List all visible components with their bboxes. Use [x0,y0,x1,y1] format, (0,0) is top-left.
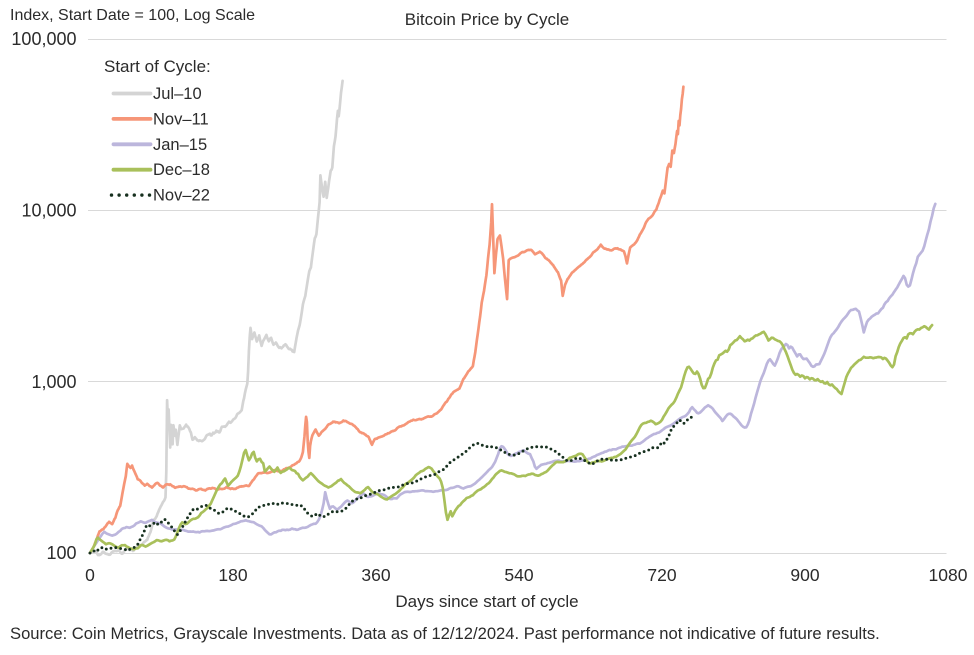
svg-text:Source: Coin Metrics, Grayscal: Source: Coin Metrics, Grayscale Investme… [10,624,880,643]
svg-text:1,000: 1,000 [31,372,76,392]
svg-text:10,000: 10,000 [21,201,76,221]
svg-text:360: 360 [361,565,390,585]
svg-text:900: 900 [790,565,819,585]
svg-text:Nov–22: Nov–22 [153,187,210,205]
svg-text:1080: 1080 [929,565,968,585]
svg-text:540: 540 [504,565,533,585]
svg-text:720: 720 [647,565,676,585]
svg-text:100,000: 100,000 [11,29,76,49]
svg-text:Jan–15: Jan–15 [153,136,207,154]
svg-text:100: 100 [46,543,76,563]
svg-text:180: 180 [218,565,247,585]
svg-text:Index, Start Date = 100, Log S: Index, Start Date = 100, Log Scale [10,7,255,24]
svg-text:0: 0 [85,565,95,585]
svg-text:Jul–10: Jul–10 [153,85,202,103]
svg-text:Start of Cycle:: Start of Cycle: [104,57,211,76]
svg-text:Days since start of cycle: Days since start of cycle [395,592,578,611]
svg-text:Bitcoin Price by Cycle: Bitcoin Price by Cycle [405,10,569,29]
svg-text:Nov–11: Nov–11 [153,110,209,128]
svg-text:Dec–18: Dec–18 [153,161,210,179]
